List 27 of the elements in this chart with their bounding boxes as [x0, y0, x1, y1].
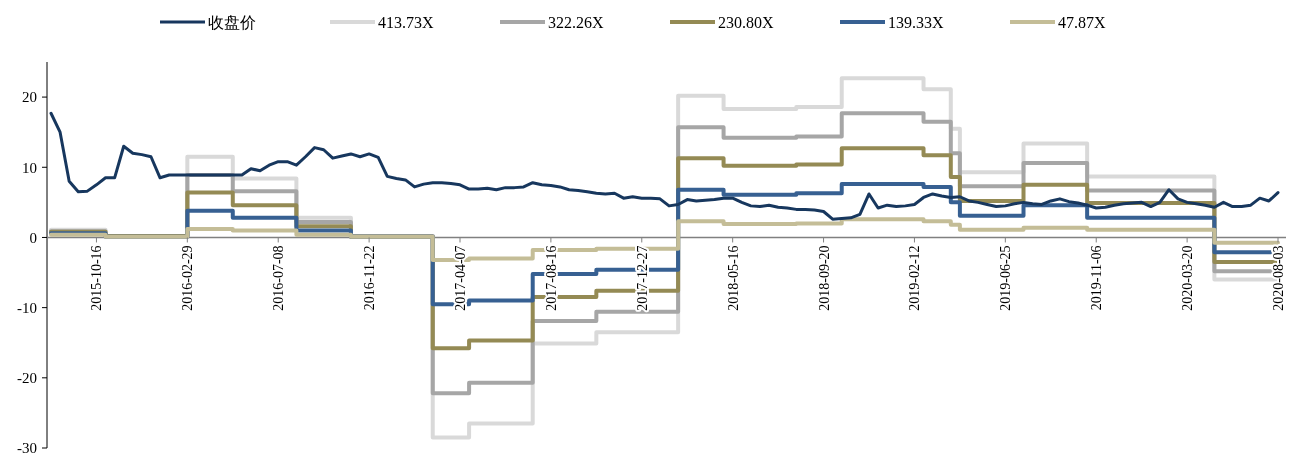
legend-label: 47.87X: [1058, 13, 1106, 31]
x-tick-label: 2017-12-27: [634, 245, 650, 311]
x-tick-label: 2016-02-29: [180, 245, 196, 311]
x-tick-label: 2020-03-20: [1180, 245, 1196, 311]
y-tick-label: 0: [29, 229, 37, 246]
legend-label: 139.33X: [888, 13, 944, 31]
x-tick-label: 2017-08-16: [543, 245, 559, 311]
x-tick-label: 2015-10-16: [89, 245, 105, 311]
y-tick-label: -20: [17, 370, 37, 387]
legend-label: 收盘价: [208, 13, 256, 31]
legend-label: 413.73X: [378, 13, 434, 31]
x-tick-label: 2019-02-12: [907, 245, 923, 311]
legend-label: 230.80X: [718, 13, 774, 31]
y-tick-label: -10: [17, 299, 37, 316]
x-tick-label: 2017-04-07: [453, 245, 468, 311]
x-tick-label: 2020-08-03: [1271, 245, 1286, 311]
y-tick-label: 20: [22, 89, 37, 106]
y-tick-label: 10: [22, 159, 37, 176]
x-tick-label: 2018-09-20: [816, 245, 832, 311]
x-tick-label: 2018-05-16: [725, 245, 741, 311]
x-tick-label: 2019-11-06: [1089, 245, 1105, 311]
y-tick-label: -30: [17, 440, 37, 457]
x-tick-label: 2016-11-22: [362, 245, 378, 311]
x-tick-label: 2019-06-25: [998, 245, 1014, 311]
legend-label: 322.26X: [548, 13, 604, 31]
x-tick-label: 2016-07-08: [271, 245, 287, 311]
line-series: [49, 111, 1280, 221]
